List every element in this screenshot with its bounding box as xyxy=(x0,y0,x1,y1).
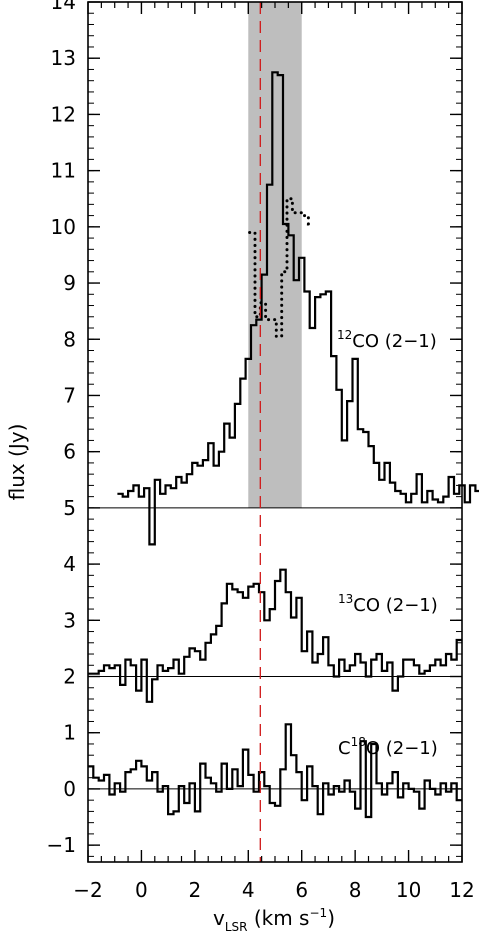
spectra-series xyxy=(88,71,479,819)
series-label: 13CO (2−1) xyxy=(338,592,438,616)
y-tick-label: 1 xyxy=(63,721,76,745)
x-axis-label: vLSR (km s−1) xyxy=(213,906,335,934)
x-tick-label: 0 xyxy=(135,878,148,902)
y-tick-label: 9 xyxy=(63,271,76,295)
series-0 xyxy=(117,71,479,546)
y-tick-label: 11 xyxy=(51,159,76,183)
x-tick-label: 8 xyxy=(349,878,362,902)
y-tick-label: 7 xyxy=(63,383,76,407)
x-tick-label: 6 xyxy=(295,878,308,902)
x-tick-label: 10 xyxy=(396,878,421,902)
series-3 xyxy=(88,723,462,819)
x-tick-label: −2 xyxy=(73,878,102,902)
y-tick-label: 2 xyxy=(63,665,76,689)
y-tick-label: 0 xyxy=(63,777,76,801)
series-1 xyxy=(248,197,316,338)
y-tick-label: 3 xyxy=(63,608,76,632)
y-tick-label: 8 xyxy=(63,327,76,351)
y-tick-label: 4 xyxy=(63,552,76,576)
y-tick-label: 13 xyxy=(51,46,76,70)
y-tick-label: 6 xyxy=(63,440,76,464)
x-tick-label: 4 xyxy=(242,878,255,902)
series-label: 12CO (2−1) xyxy=(337,328,437,352)
y-tick-label: −1 xyxy=(47,833,76,857)
y-axis-label: flux (Jy) xyxy=(5,424,29,501)
series-label: C18O (2−1) xyxy=(338,735,438,759)
y-tick-label: 14 xyxy=(51,0,76,14)
y-tick-label: 12 xyxy=(51,102,76,126)
axis-ticks xyxy=(87,1,463,862)
series-2 xyxy=(88,568,462,703)
series-labels: 12CO (2−1) 13CO (2−1) C18O (2−1) xyxy=(337,328,438,759)
x-tick-label: 12 xyxy=(449,878,474,902)
y-tick-label: 10 xyxy=(51,215,76,239)
y-tick-label: 5 xyxy=(63,496,76,520)
x-tick-label: 2 xyxy=(188,878,201,902)
